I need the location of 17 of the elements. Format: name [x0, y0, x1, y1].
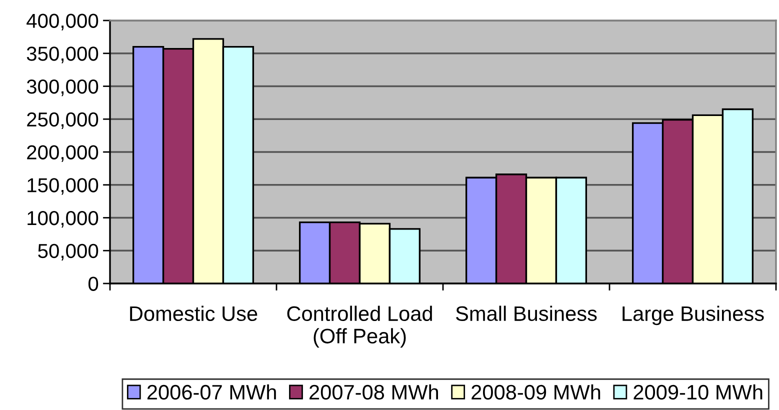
y-tick-label: 350,000 — [26, 46, 98, 64]
x-tick-label: Small Business — [456, 306, 597, 322]
legend-label: 2007-08 MWh — [310, 384, 438, 400]
legend-label: 2006-07 MWh — [147, 384, 276, 400]
y-tick-label: 300,000 — [26, 79, 98, 96]
x-tick-label: Large Business — [622, 306, 764, 326]
y-tick-label: 100,000 — [28, 210, 98, 228]
legend-label: 2009-10 MWh — [634, 384, 762, 400]
y-tick-label: 0 — [88, 276, 98, 291]
x-tick-label: Domestic Use — [130, 306, 258, 322]
y-tick-label: 150,000 — [28, 178, 98, 195]
legend-label: 2008-09 MWh — [472, 384, 600, 400]
y-tick-label: 400,000 — [26, 14, 98, 30]
x-tick-label: Controlled Load (Off Peak) — [287, 306, 432, 348]
y-tick-label: 50,000 — [38, 244, 98, 260]
y-tick-label: 250,000 — [27, 112, 98, 129]
y-tick-label: 200,000 — [27, 145, 98, 162]
